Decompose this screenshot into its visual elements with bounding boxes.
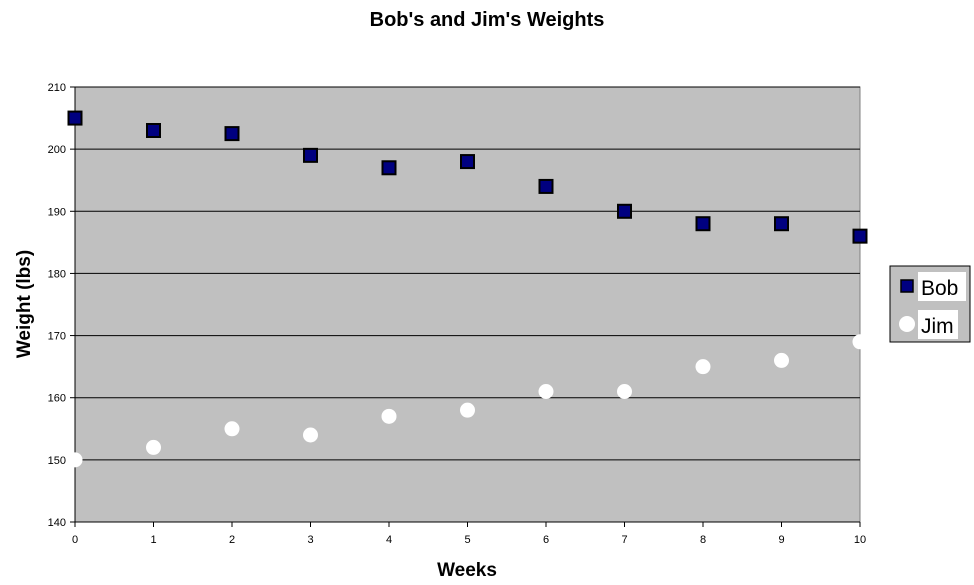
x-axis-ticks: 0 1 2 3 4 5 6 7 8 9 10 bbox=[72, 522, 866, 546]
x-tick-label: 4 bbox=[386, 534, 392, 546]
x-axis-label: Weeks bbox=[437, 560, 497, 581]
x-tick-label: 9 bbox=[778, 534, 784, 546]
data-point-jim bbox=[303, 427, 318, 443]
data-point-bob bbox=[617, 203, 632, 219]
gridlines bbox=[75, 86, 860, 461]
data-point-bob bbox=[303, 147, 318, 163]
data-point-jim bbox=[852, 334, 868, 350]
y-tick-label: 180 bbox=[48, 268, 66, 280]
data-point-jim bbox=[538, 384, 554, 399]
data-point-jim bbox=[695, 359, 711, 375]
legend-label-bg-jim bbox=[918, 310, 958, 339]
y-tick-label: 190 bbox=[48, 206, 66, 218]
x-tick-label: 7 bbox=[621, 534, 627, 546]
data-point-bob bbox=[224, 126, 240, 142]
x-tick-label: 6 bbox=[543, 534, 549, 546]
data-point-jim bbox=[146, 439, 161, 455]
y-tick-label: 200 bbox=[48, 144, 66, 156]
legend-label-bob: Bob bbox=[921, 277, 958, 300]
x-tick-label: 8 bbox=[700, 534, 706, 546]
y-axis-label: Weight (lbs) bbox=[14, 250, 35, 358]
data-point-jim bbox=[460, 402, 475, 418]
data-point-bob bbox=[146, 123, 161, 138]
data-point-bob bbox=[67, 110, 83, 126]
legend: Bob Jim bbox=[889, 265, 971, 343]
y-tick-label: 140 bbox=[48, 517, 66, 529]
x-tick-label: 0 bbox=[72, 534, 78, 546]
data-points bbox=[67, 110, 868, 468]
y-tick-label: 160 bbox=[48, 393, 66, 405]
data-point-jim bbox=[381, 408, 397, 424]
y-tick-label: 150 bbox=[48, 455, 66, 467]
plot-area bbox=[74, 86, 861, 523]
data-point-bob bbox=[460, 154, 475, 170]
data-point-jim bbox=[774, 352, 789, 368]
data-point-bob bbox=[774, 216, 789, 232]
y-tick-label: 170 bbox=[48, 331, 66, 343]
x-tick-label: 10 bbox=[854, 534, 866, 546]
x-tick-label: 2 bbox=[229, 534, 235, 546]
data-point-bob bbox=[695, 216, 711, 232]
x-tick-label: 5 bbox=[464, 534, 470, 546]
data-point-jim bbox=[617, 384, 632, 399]
x-tick-label: 3 bbox=[307, 534, 313, 546]
legend-label-jim: Jim bbox=[921, 315, 954, 338]
data-point-jim bbox=[224, 421, 240, 437]
data-point-bob bbox=[852, 228, 868, 244]
y-tick-label: 210 bbox=[48, 82, 66, 94]
x-tick-label: 1 bbox=[150, 534, 156, 546]
legend-label-bg-bob bbox=[918, 272, 966, 301]
data-point-bob bbox=[538, 178, 554, 194]
legend-marker-bob bbox=[900, 279, 914, 293]
data-point-bob bbox=[381, 160, 397, 176]
legend-marker-jim bbox=[899, 316, 915, 332]
data-point-jim bbox=[67, 452, 83, 468]
chart-title: Bob's and Jim's Weights bbox=[370, 9, 605, 31]
